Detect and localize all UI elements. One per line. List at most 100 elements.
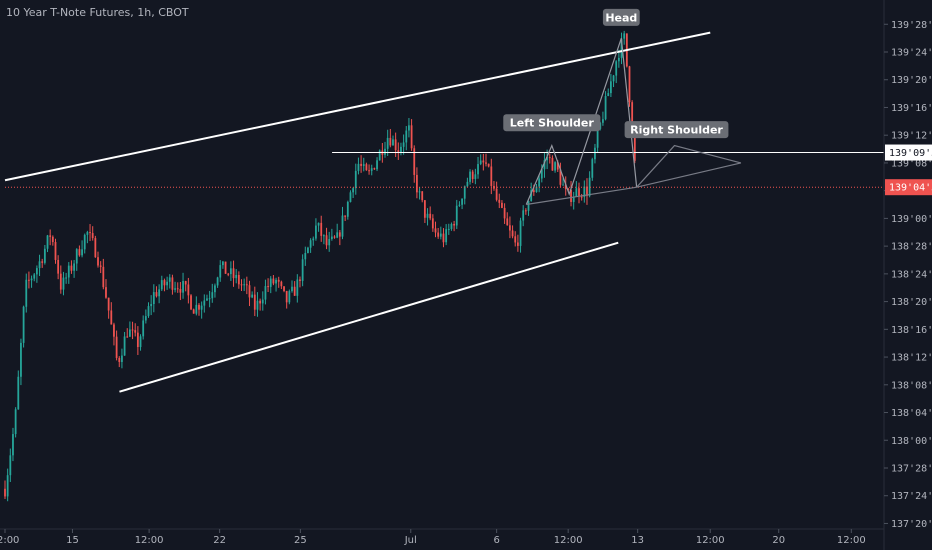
candle [341,206,344,240]
candle [458,201,461,207]
svg-text:138'20'0: 138'20'0 [891,297,932,308]
candle [267,278,269,293]
candle [604,91,607,121]
candle [312,236,315,246]
candle [259,298,262,311]
annotation-head[interactable]: Head [602,8,640,26]
candle [33,273,36,282]
candle [155,286,158,298]
price-tick: 138'24'0 [884,269,932,280]
candle [182,272,184,299]
time-tick: 13 [631,529,644,546]
candle [206,294,208,302]
time-tick: Jul [404,529,417,546]
candle [102,258,105,290]
candle [620,32,623,65]
candle [548,153,551,164]
candle [370,164,373,176]
candle [325,227,328,250]
candle [509,216,511,239]
price-badge-1: 139'09'5 [885,144,932,161]
time-tick: 6 [493,529,500,546]
candle [309,238,312,253]
candle [354,163,357,195]
candle [237,271,240,289]
candle [200,301,203,319]
svg-text:138'00'0: 138'00'0 [891,436,932,447]
candle [495,181,498,202]
time-tick: 20 [772,529,785,546]
candle [434,221,437,238]
candle [219,260,222,282]
time-axis[interactable]: 12:00 15 12:00 22 25 Jul 6 12:00 13 12:00 20 12:00 [0,528,884,546]
candle [317,222,320,232]
svg-text:138'04'0: 138'04'0 [891,408,932,419]
candle [277,276,280,288]
candle [296,274,299,303]
candle [179,282,182,301]
candle [229,261,232,281]
candle [158,284,161,304]
candle [46,234,49,253]
candle [22,305,25,348]
candle [283,286,285,293]
candle [232,260,235,287]
price-axis[interactable]: 139'28'0 139'24'0 139'20'0 139'16'0 139'12'0… [883,0,932,550]
price-tick: 138'28'0 [884,242,932,253]
candle [293,281,296,296]
candle [174,281,176,293]
candle [272,274,275,286]
time-tick: 25 [294,529,307,546]
candle [498,193,501,209]
candle [490,158,493,195]
candle [166,276,169,290]
candle [344,215,347,221]
candle [511,225,514,239]
candle [352,187,355,199]
price-tick: 138'12'0 [884,353,932,364]
candle [41,258,44,268]
candle [514,231,517,247]
svg-text:137'28'0: 137'28'0 [891,463,932,474]
candle [431,214,434,232]
svg-text:138'08'0: 138'08'0 [891,380,932,391]
candle [503,203,506,224]
candle [14,407,17,438]
price-tick: 139'20'0 [884,75,932,86]
candle [176,282,179,293]
candle [479,154,482,166]
candle [275,277,277,292]
candle [408,117,410,138]
annotation-left-shoulder[interactable]: Left Shoulder [503,114,601,132]
time-tick: 12:00 [696,529,725,546]
candle [38,254,41,277]
candle [527,200,530,216]
candle [243,278,246,292]
candle [535,183,538,193]
candle [240,279,243,291]
candle [501,200,503,209]
candle [147,302,150,318]
candle [30,275,33,288]
price-tick: 138'08'0 [884,380,932,391]
candle [110,302,113,325]
candle [463,185,466,205]
candle [394,132,397,157]
annotation-right-shoulder[interactable]: Right Shoulder [624,121,729,139]
candle [482,153,485,171]
candle [51,235,54,246]
candle [554,161,556,173]
candle [559,162,562,188]
candle [152,284,155,313]
svg-text:139'16'0: 139'16'0 [891,103,932,114]
pattern-line-2 [526,144,742,206]
candle [285,290,288,309]
candle [416,167,418,199]
time-tick: 12:00 [135,529,164,546]
candle [144,309,147,324]
candle [487,163,490,168]
candle [469,169,471,185]
candle [543,152,546,178]
candle [216,276,219,288]
